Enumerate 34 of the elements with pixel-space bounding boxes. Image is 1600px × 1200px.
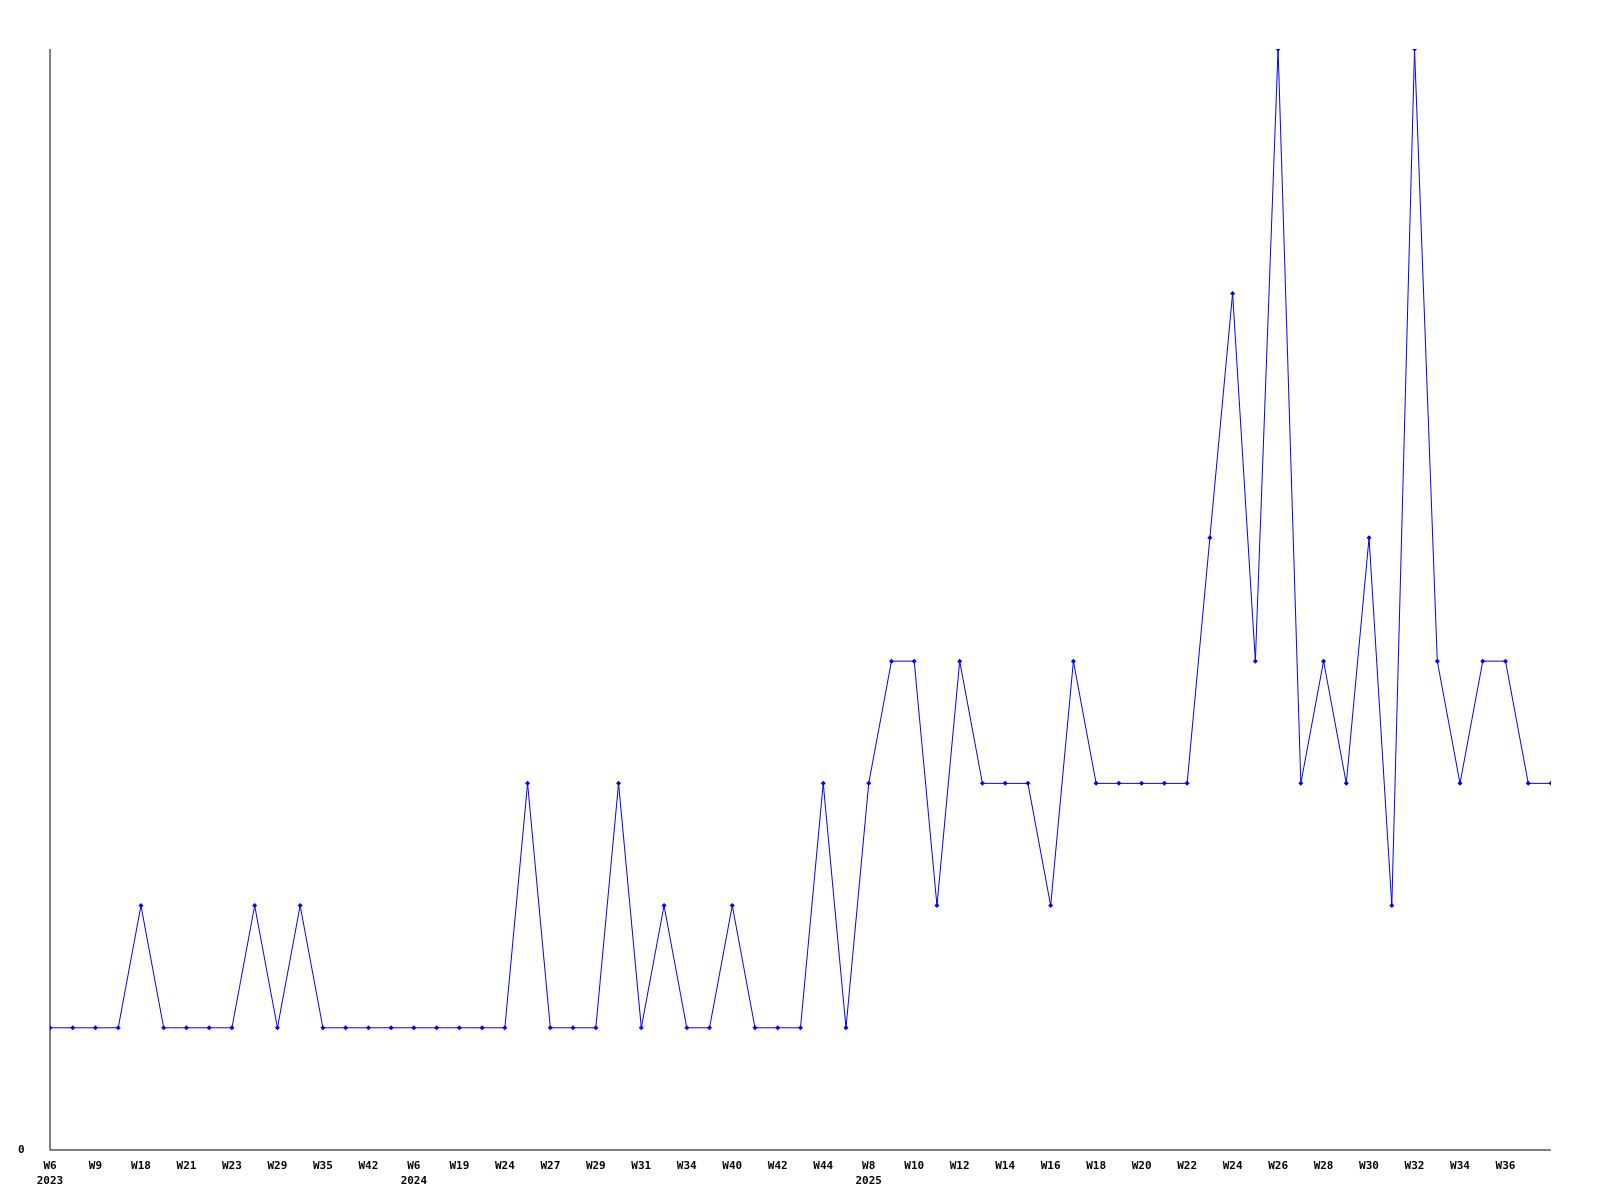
x-tick-label: W36	[1495, 1159, 1516, 1172]
x-tick-label: W31	[631, 1159, 652, 1172]
x-tick-label: W35	[312, 1159, 333, 1172]
x-tick-label: W24	[494, 1159, 516, 1172]
x-tick-label: W32	[1404, 1159, 1425, 1172]
x-tick-label: W34	[1450, 1159, 1471, 1172]
x-tick-label: W16	[1040, 1159, 1061, 1172]
x-tick-label: W44	[813, 1159, 834, 1172]
text: 0	[18, 1143, 25, 1156]
x-tick-label: W27	[540, 1159, 561, 1172]
x-tick-label: W42	[767, 1159, 788, 1172]
x-tick-label: W12	[949, 1159, 970, 1172]
x-tick-label: W22	[1177, 1159, 1198, 1172]
x-tick-label: W18	[131, 1159, 151, 1172]
x-tick-label: W26	[1268, 1159, 1289, 1172]
x-tick-label: W29	[585, 1159, 606, 1172]
x-tick-label: W20	[1131, 1159, 1152, 1172]
x-tick-label: W42	[358, 1159, 379, 1172]
x-tick-label: W24	[1222, 1159, 1243, 1172]
x-tick-label: W8 2025	[855, 1159, 882, 1187]
x-tick-label: W18	[1086, 1159, 1107, 1172]
x-tick-label: W9	[88, 1159, 103, 1172]
x-tick-label: W19	[449, 1159, 470, 1172]
x-tick-label: W30	[1359, 1159, 1379, 1172]
x-tick-label: W10	[904, 1159, 925, 1172]
x-tick-label: W34	[676, 1159, 698, 1172]
x-tick-label: W29	[267, 1159, 288, 1172]
x-tick-label: W21	[176, 1159, 197, 1172]
x-tick-label: W40	[722, 1159, 743, 1172]
x-tick-label: W6 2024	[400, 1159, 428, 1187]
x-tick-label: W14	[995, 1159, 1016, 1172]
x-tick-label: W28	[1313, 1159, 1334, 1172]
x-tick-label: W23	[222, 1159, 242, 1172]
x-tick-label: W6 2023	[36, 1159, 64, 1187]
